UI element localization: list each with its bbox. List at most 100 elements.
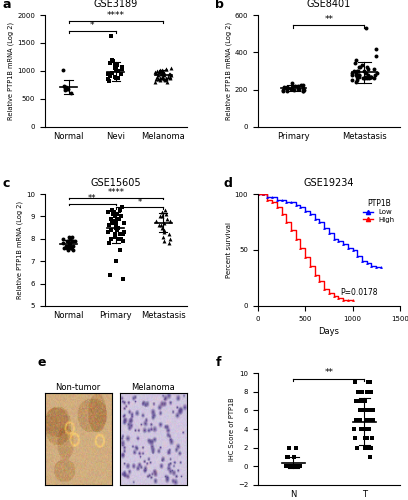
Point	[284, 453, 290, 461]
Point	[113, 226, 120, 234]
Point	[64, 86, 70, 94]
Point	[161, 237, 167, 245]
Point	[159, 68, 166, 76]
Point	[152, 68, 158, 76]
Point	[163, 64, 170, 72]
Point	[158, 70, 164, 78]
Point	[373, 44, 379, 52]
Point	[364, 74, 370, 82]
Text: b: b	[215, 0, 224, 12]
Point	[284, 453, 291, 461]
Point	[291, 86, 297, 94]
Point	[285, 462, 292, 470]
Point	[283, 84, 289, 92]
Point	[283, 462, 290, 470]
Point	[367, 444, 374, 452]
Point	[153, 217, 159, 225]
Point	[112, 230, 119, 238]
Point	[156, 68, 162, 76]
Point	[71, 237, 78, 245]
Text: ****: ****	[107, 188, 124, 198]
Point	[69, 237, 76, 245]
Point	[157, 212, 163, 220]
Point	[69, 237, 76, 245]
Point	[157, 222, 164, 230]
Point	[361, 434, 368, 442]
Point	[363, 24, 370, 32]
Point	[353, 397, 359, 405]
Point	[356, 397, 362, 405]
Point	[162, 76, 168, 84]
Point	[66, 240, 72, 248]
Point	[116, 230, 123, 238]
Point	[113, 74, 120, 82]
Point	[292, 82, 299, 90]
Point	[360, 406, 366, 414]
Point	[300, 86, 307, 94]
Point	[361, 72, 368, 80]
Point	[118, 204, 125, 212]
Point	[153, 76, 160, 84]
Point	[354, 444, 361, 452]
Point	[300, 86, 307, 94]
Point	[290, 462, 297, 470]
Text: **: **	[324, 15, 333, 24]
Point	[166, 240, 172, 248]
Point	[353, 56, 359, 64]
Point	[105, 77, 112, 85]
Point	[364, 70, 371, 78]
Point	[163, 75, 169, 83]
Point	[166, 230, 172, 238]
Point	[296, 84, 303, 92]
Point	[60, 235, 66, 243]
Point	[111, 210, 117, 218]
Point	[113, 222, 119, 230]
Point	[290, 462, 297, 470]
Point	[286, 462, 293, 470]
Point	[66, 235, 73, 243]
Text: **: **	[88, 194, 96, 203]
Point	[364, 416, 370, 424]
Point	[120, 219, 127, 227]
Point	[364, 388, 370, 396]
Point	[158, 67, 164, 75]
Point	[166, 74, 173, 82]
Title: GSE8401: GSE8401	[307, 0, 351, 8]
Point	[108, 32, 114, 40]
Point	[167, 72, 173, 80]
Point	[109, 56, 116, 64]
Point	[357, 425, 364, 433]
Point	[293, 462, 299, 470]
Point	[120, 237, 126, 245]
Point	[70, 242, 76, 250]
Point	[157, 76, 163, 84]
Point	[285, 453, 291, 461]
Point	[354, 72, 360, 80]
Point	[158, 224, 165, 232]
Point	[118, 212, 124, 220]
Point	[68, 90, 74, 98]
Point	[368, 72, 375, 80]
Point	[69, 232, 76, 240]
Point	[352, 378, 359, 386]
Point	[353, 397, 360, 405]
Point	[371, 65, 377, 73]
Point	[113, 62, 119, 70]
Point	[167, 235, 173, 243]
Point	[366, 74, 373, 82]
Point	[67, 242, 73, 250]
Point	[366, 444, 373, 452]
Point	[355, 388, 361, 396]
Point	[109, 69, 115, 77]
Point	[63, 242, 70, 250]
Point	[288, 462, 295, 470]
Point	[361, 444, 368, 452]
Point	[366, 378, 373, 386]
Point	[364, 378, 371, 386]
Point	[111, 72, 118, 80]
Point	[362, 434, 368, 442]
Point	[105, 240, 112, 248]
Point	[352, 434, 358, 442]
Point	[364, 425, 370, 433]
Point	[353, 416, 359, 424]
